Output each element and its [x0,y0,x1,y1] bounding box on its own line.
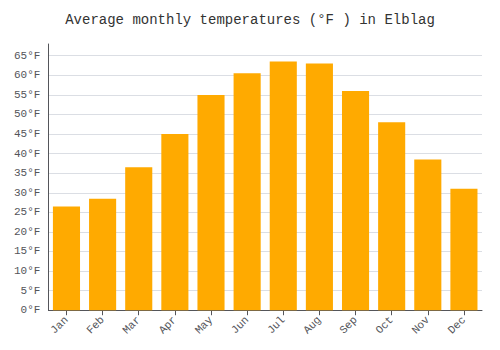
svg-text:Jan: Jan [48,314,70,336]
svg-text:Average monthly temperatures (: Average monthly temperatures (°F ) in El… [65,12,435,28]
svg-text:Dec: Dec [446,314,468,336]
svg-text:25°F: 25°F [14,206,40,218]
svg-text:60°F: 60°F [14,69,40,81]
svg-text:45°F: 45°F [14,128,40,140]
svg-text:Jun: Jun [229,314,251,336]
svg-text:65°F: 65°F [14,50,40,62]
svg-text:Nov: Nov [410,314,433,337]
svg-text:May: May [193,314,216,337]
svg-text:5°F: 5°F [21,285,41,297]
svg-text:40°F: 40°F [14,148,40,160]
svg-text:Aug: Aug [301,314,323,336]
svg-text:35°F: 35°F [14,167,40,179]
svg-text:Sep: Sep [337,314,359,336]
svg-text:30°F: 30°F [14,187,40,199]
svg-text:Mar: Mar [121,314,143,336]
svg-text:0°F: 0°F [21,304,41,316]
svg-text:20°F: 20°F [14,226,40,238]
svg-text:Oct: Oct [373,314,395,336]
svg-text:55°F: 55°F [14,89,40,101]
svg-text:Feb: Feb [84,314,106,336]
svg-text:10°F: 10°F [14,265,40,277]
svg-text:15°F: 15°F [14,245,40,257]
svg-text:Apr: Apr [157,314,179,336]
svg-text:50°F: 50°F [14,108,40,120]
svg-text:Jul: Jul [265,314,287,336]
